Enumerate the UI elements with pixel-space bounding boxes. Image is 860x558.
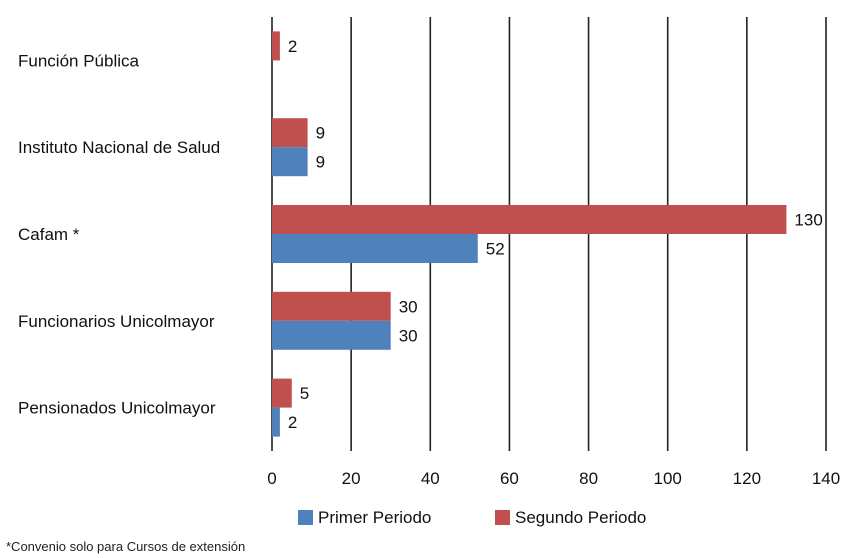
x-tick-label: 60 xyxy=(500,469,519,488)
x-tick-label: 0 xyxy=(267,469,276,488)
bar-primer-periodo xyxy=(272,407,280,437)
bar-segundo-periodo xyxy=(272,378,292,408)
legend-swatch xyxy=(298,510,313,525)
x-tick-label: 20 xyxy=(342,469,361,488)
y-category-label: Función Pública xyxy=(18,51,140,70)
x-tick-label: 80 xyxy=(579,469,598,488)
data-label: 9 xyxy=(316,153,325,172)
y-category-label: Funcionarios Unicolmayor xyxy=(18,312,215,331)
data-label: 2 xyxy=(288,37,297,56)
bar-segundo-periodo xyxy=(272,118,308,148)
bar-primer-periodo xyxy=(272,234,478,263)
data-label: 30 xyxy=(399,326,418,345)
y-category-label: Instituto Nacional de Salud xyxy=(18,138,220,157)
bars xyxy=(272,31,787,437)
data-label: 30 xyxy=(399,297,418,316)
legend-swatch xyxy=(495,510,510,525)
bar-segundo-periodo xyxy=(272,31,280,61)
y-category-label: Pensionados Unicolmayor xyxy=(18,399,216,418)
data-label: 52 xyxy=(486,240,505,259)
legend-label: Primer Periodo xyxy=(318,508,431,527)
y-category-label: Cafam * xyxy=(18,225,80,244)
footnote: *Convenio solo para Cursos de extensión xyxy=(6,539,246,554)
data-label: 130 xyxy=(794,211,822,230)
bar-segundo-periodo xyxy=(272,205,787,234)
x-tick-label: 120 xyxy=(733,469,761,488)
legend-label: Segundo Periodo xyxy=(515,508,646,527)
data-label: 2 xyxy=(288,413,297,432)
legend: Primer Periodo Segundo Periodo xyxy=(298,508,646,527)
data-label: 5 xyxy=(300,384,309,403)
x-tick-label: 100 xyxy=(654,469,682,488)
data-label: 9 xyxy=(316,124,325,143)
x-tick-label: 40 xyxy=(421,469,440,488)
bar-primer-periodo xyxy=(272,147,308,177)
axes: 0 20 40 60 80 100 120 140 Función Pública Institu… xyxy=(18,51,840,488)
bar-primer-periodo xyxy=(272,320,391,350)
bar-segundo-periodo xyxy=(272,291,391,321)
x-tick-label: 140 xyxy=(812,469,840,488)
